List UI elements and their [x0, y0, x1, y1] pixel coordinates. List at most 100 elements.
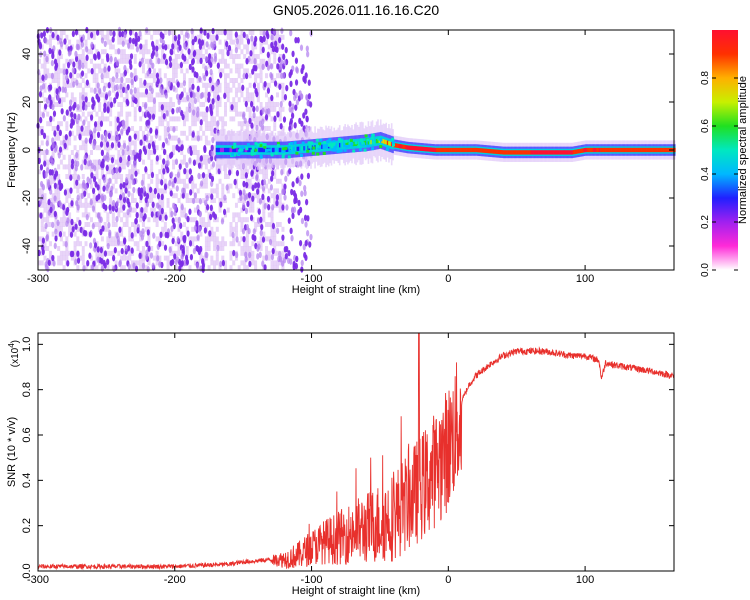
spectrogram-cell: [221, 255, 225, 261]
spectrogram-cell: [174, 241, 178, 247]
spectrogram-cell: [65, 109, 69, 116]
spectrogram-cell: [73, 255, 77, 261]
spectrogram-cell: [124, 177, 129, 184]
spectrogram-cell: [616, 147, 619, 153]
spectrogram-cell: [185, 169, 189, 175]
spectrogram-cell: [161, 121, 165, 127]
spectrogram-cell: [112, 254, 116, 262]
spectrogram-cell: [259, 49, 263, 55]
spectrogram-cell: [254, 193, 258, 199]
spectrogram-cell: [133, 260, 137, 266]
spectrogram-cell: [210, 180, 214, 187]
spectrogram-cell: [53, 210, 57, 218]
spectrogram-cell: [261, 236, 266, 243]
spectrogram-cell: [262, 116, 266, 122]
spectrogram-cell: [224, 241, 228, 247]
spectrogram-cell: [255, 105, 259, 112]
spectrogram-cell: [138, 30, 142, 37]
spectrogram-cell: [106, 258, 110, 265]
spectrogram-cell: [240, 63, 244, 69]
spectrogram-cell: [282, 116, 287, 123]
spectrogram-cell: [232, 97, 236, 103]
spectrogram-cell: [106, 182, 111, 189]
spectrogram-cell: [172, 58, 176, 64]
spectrogram-cell: [226, 147, 229, 153]
spectrogram-cell: [152, 217, 156, 223]
spectrogram-cell: [81, 87, 85, 93]
spectrogram-cell: [229, 39, 233, 45]
spectrogram-cell: [120, 164, 124, 170]
spectrogram-cell: [248, 251, 252, 259]
spectrogram-cell: [48, 121, 52, 127]
spectrogram-cell: [251, 49, 255, 55]
spectrogram-cell: [40, 32, 44, 39]
spectrogram-cell: [115, 167, 119, 174]
spectrogram-cell: [193, 236, 197, 242]
spectrogram-cell: [158, 236, 162, 242]
spectrogram-cell: [48, 47, 52, 55]
spectrogram-cell: [160, 207, 164, 215]
spectrogram-cell: [289, 117, 293, 125]
spectrogram-cell: [147, 198, 151, 203]
spectrogram-cell: [248, 106, 252, 112]
spectrogram-cell: [267, 58, 271, 64]
spectrogram-cell: [78, 133, 82, 141]
spectrogram-cell: [275, 222, 279, 227]
spectrogram-cell: [105, 164, 109, 172]
spectrogram-cell: [128, 135, 132, 142]
spectrogram-cell: [203, 74, 207, 82]
spectrogram-cell: [273, 236, 277, 242]
spectrogram-cell: [95, 73, 99, 79]
snr-series: [37, 332, 675, 571]
spectrogram-cell: [266, 64, 271, 71]
spectrogram-cell: [111, 199, 116, 207]
spectrogram-cell: [203, 146, 207, 154]
spectrogram-cell: [129, 71, 134, 79]
spectrogram-cell: [441, 147, 444, 153]
spectrogram-cell: [276, 141, 280, 145]
spectrogram-cell: [125, 174, 129, 179]
spectrogram-cell: [243, 68, 247, 74]
spectrogram-cell: [174, 116, 178, 122]
spectrogram-cell: [111, 135, 115, 141]
spectrogram-cell: [195, 72, 199, 79]
spectrogram-cell: [295, 255, 299, 263]
spectrogram-cell: [542, 150, 545, 155]
x-tick-label: -200: [164, 273, 186, 285]
spectrogram-cell: [634, 147, 636, 153]
spectrogram-cell: [207, 91, 211, 98]
spectrogram-cell: [79, 241, 83, 247]
spectrogram-cell: [275, 102, 279, 107]
spectrogram-cell: [177, 250, 181, 256]
spectrogram-cell: [227, 44, 232, 52]
spectrogram-cell: [208, 230, 212, 237]
spectrogram-cell: [128, 178, 132, 184]
spectrogram-cell: [49, 206, 53, 214]
spectrogram-cell: [155, 174, 159, 179]
spectrogram-cell: [177, 246, 181, 251]
spectrogram-cell: [161, 188, 165, 194]
spectrogram-cell: [171, 181, 175, 188]
spectrogram-cell: [135, 211, 139, 219]
spectrogram-cell: [237, 73, 241, 79]
spectrogram-cell: [88, 231, 92, 238]
spectrogram-cell: [178, 93, 183, 101]
spectrogram-cell: [41, 111, 46, 119]
spectrogram-cell: [247, 191, 252, 199]
spectrogram-cell: [84, 73, 88, 79]
spectrogram-cell: [169, 106, 173, 112]
spectrogram-cell: [254, 142, 258, 146]
spectrogram-cell: [164, 214, 168, 221]
spectrogram-cell: [128, 37, 132, 44]
spectrogram-cell: [218, 87, 222, 93]
spectrogram-cell: [259, 147, 262, 153]
spectrogram-cell: [41, 244, 45, 251]
spectrogram-cell: [262, 207, 266, 213]
spectrogram-cell: [158, 240, 162, 248]
spectrogram-cell: [237, 68, 241, 74]
spectrogram-cell: [150, 82, 154, 88]
spectrogram-cell: [45, 233, 49, 241]
spectrogram-cell: [98, 63, 102, 69]
spectrogram-cell: [155, 260, 159, 266]
spectrogram-cell: [262, 30, 266, 38]
